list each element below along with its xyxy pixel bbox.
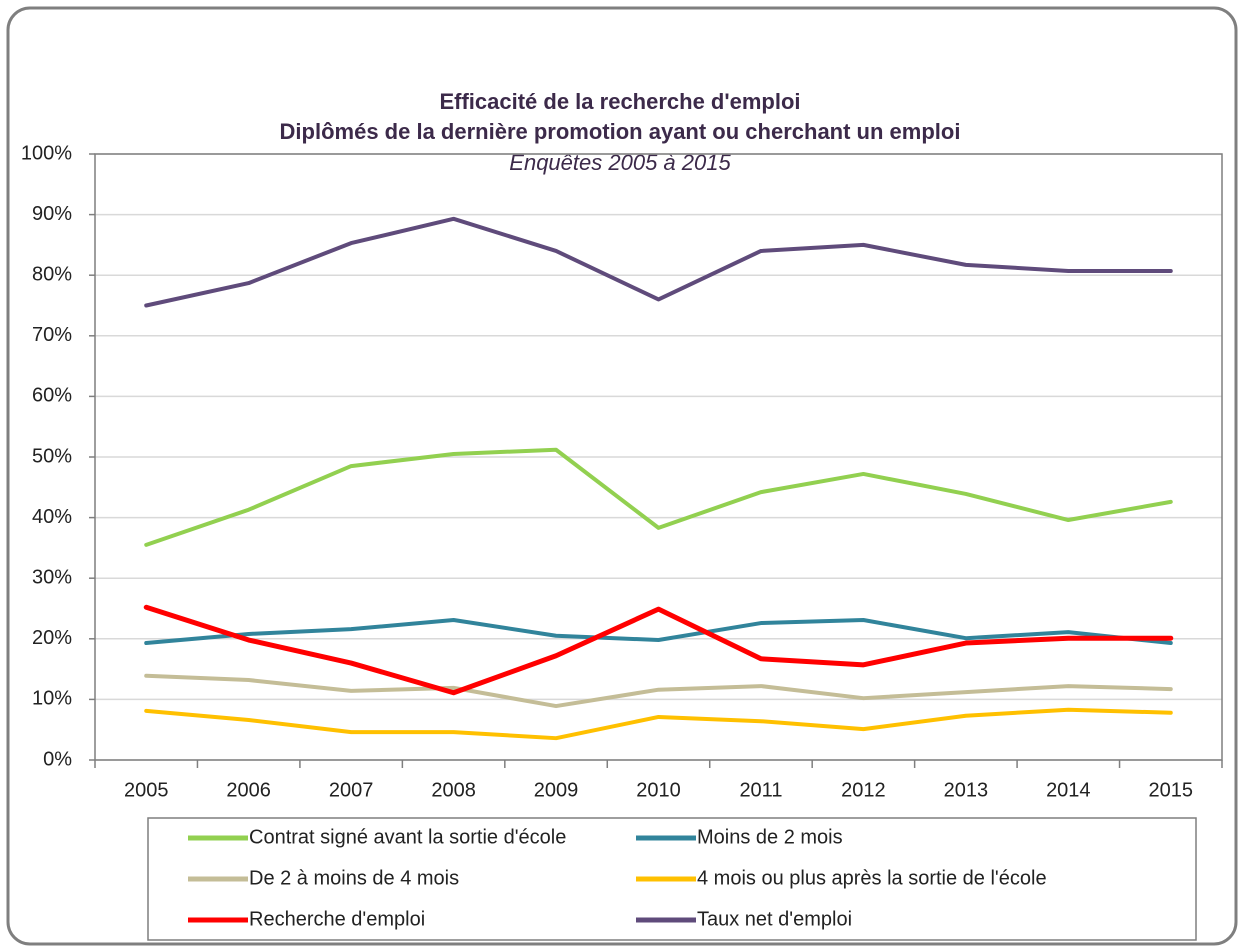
series-line xyxy=(144,618,1173,646)
y-tick-label: 70% xyxy=(32,324,72,346)
x-tick-label: 2014 xyxy=(1046,779,1091,801)
y-tick-label: 40% xyxy=(32,506,72,528)
legend-label: Taux net d'emploi xyxy=(697,908,852,930)
chart-subtitle: Diplômés de la dernière promotion ayant … xyxy=(280,119,961,144)
x-tick-label: 2008 xyxy=(431,779,476,801)
legend-label: Moins de 2 mois xyxy=(697,826,843,848)
x-tick-label: 2015 xyxy=(1149,779,1194,801)
y-tick-label: 60% xyxy=(32,385,72,407)
y-tick-label: 90% xyxy=(32,203,72,225)
y-tick-label: 80% xyxy=(32,263,72,285)
y-tick-label: 50% xyxy=(32,445,72,467)
y-tick-label: 100% xyxy=(21,142,72,164)
x-tick-label: 2005 xyxy=(124,779,169,801)
x-tick-label: 2009 xyxy=(534,779,579,801)
series-line xyxy=(144,447,1173,547)
y-tick-label: 10% xyxy=(32,688,72,710)
chart-title: Efficacité de la recherche d'emploi xyxy=(439,89,800,114)
x-tick-label: 2012 xyxy=(841,779,886,801)
x-tick-label: 2007 xyxy=(329,779,374,801)
legend-label: De 2 à moins de 4 mois xyxy=(249,867,459,889)
x-tick-label: 2013 xyxy=(944,779,989,801)
series-line xyxy=(144,216,1173,308)
y-tick-label: 30% xyxy=(32,566,72,588)
y-tick-label: 20% xyxy=(32,627,72,649)
legend-label: Recherche d'emploi xyxy=(249,908,425,930)
legend-label: 4 mois ou plus après la sortie de l'écol… xyxy=(697,867,1047,889)
plot-border xyxy=(94,153,1223,761)
x-tick-label: 2011 xyxy=(739,779,782,801)
series-line xyxy=(144,707,1173,741)
series-line xyxy=(144,673,1173,709)
x-tick-label: 2010 xyxy=(636,779,681,801)
series-line xyxy=(143,604,1174,696)
x-tick-label: 2006 xyxy=(226,779,271,801)
chart-frame xyxy=(6,6,1238,946)
y-tick-label: 0% xyxy=(43,748,72,770)
legend-label: Contrat signé avant la sortie d'école xyxy=(249,826,566,848)
